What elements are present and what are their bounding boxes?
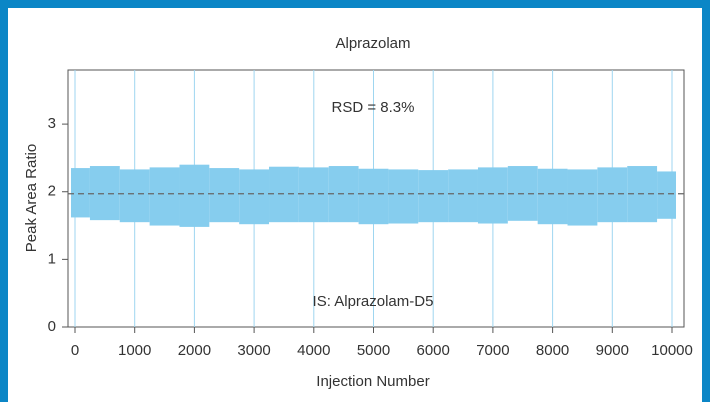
y-tick-label: 3 — [48, 115, 56, 132]
y-tick-label: 0 — [48, 318, 56, 335]
data-band — [597, 167, 628, 223]
x-tick-label: 8000 — [536, 342, 569, 359]
x-tick-label: 1000 — [118, 342, 151, 359]
x-tick-label: 10000 — [651, 342, 693, 359]
data-band — [149, 167, 180, 226]
data-band — [269, 166, 299, 223]
data-band — [418, 170, 449, 223]
annotation: IS: Alprazolam-D5 — [313, 293, 434, 310]
y-tick-label: 1 — [48, 250, 56, 267]
data-band — [89, 166, 120, 221]
x-tick-label: 9000 — [596, 342, 629, 359]
data-band — [537, 168, 568, 225]
data-band — [179, 164, 210, 227]
data-band — [657, 171, 676, 219]
data-band — [119, 169, 150, 223]
annotation: RSD = 8.3% — [332, 99, 415, 116]
data-band — [239, 169, 270, 225]
x-tick-label: 5000 — [357, 342, 390, 359]
data-band — [71, 168, 90, 218]
x-tick-label: 4000 — [297, 342, 330, 359]
x-tick-label: 3000 — [237, 342, 270, 359]
x-tick-label: 0 — [71, 342, 79, 359]
x-tick-label: 6000 — [417, 342, 450, 359]
x-tick-label: 7000 — [476, 342, 509, 359]
data-band — [358, 168, 389, 225]
y-axis-label: Peak Area Ratio — [23, 144, 40, 252]
data-band — [209, 168, 240, 223]
y-tick-label: 2 — [48, 183, 56, 200]
x-tick-label: 2000 — [178, 342, 211, 359]
x-axis-label: Injection Number — [316, 373, 429, 390]
plot-area — [67, 69, 685, 328]
data-band — [388, 169, 419, 224]
data-band — [477, 167, 508, 224]
data-band — [448, 169, 478, 223]
data-band — [567, 169, 598, 226]
data-band — [298, 167, 329, 223]
chart-title: Alprazolam — [335, 35, 410, 52]
